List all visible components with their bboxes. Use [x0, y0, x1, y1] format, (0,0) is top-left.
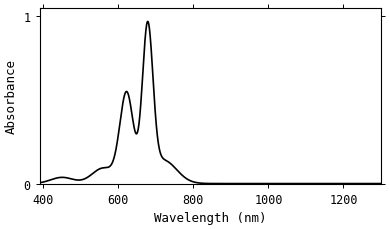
X-axis label: Wavelength (nm): Wavelength (nm) [154, 211, 266, 224]
Y-axis label: Absorbance: Absorbance [5, 59, 18, 134]
